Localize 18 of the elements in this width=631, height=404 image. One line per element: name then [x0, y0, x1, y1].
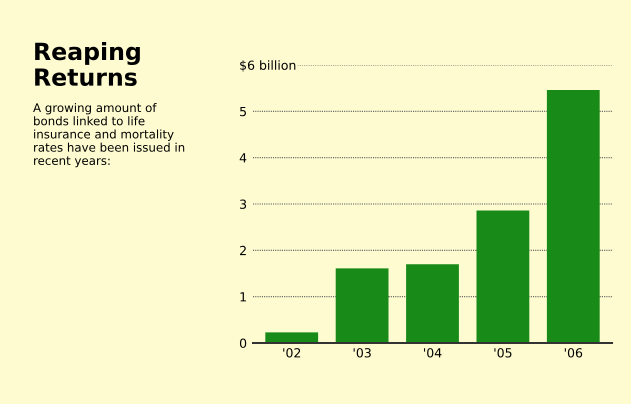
y-tick-label: $6 billion	[240, 60, 296, 72]
x-tick-label: '02	[283, 348, 300, 358]
y-tick-label: 0	[240, 338, 246, 348]
y-tick-label: 1	[240, 292, 246, 302]
y-tick-label: 4	[240, 153, 246, 162]
y-tick-label: 2	[240, 246, 246, 256]
x-tick-label: '05	[494, 348, 512, 358]
y-tick-label: 3	[240, 199, 246, 209]
bar	[406, 264, 459, 343]
x-tick-label: '03	[354, 348, 371, 358]
bar	[476, 210, 530, 343]
bar	[546, 90, 600, 343]
x-tick-label: '04	[424, 348, 442, 358]
y-tick-label: 5	[240, 106, 246, 116]
x-tick-label: '06	[564, 348, 582, 358]
text: A growing amount of bonds linked to life insurance and mortality rates have been issued in recent years:	[33, 103, 184, 168]
chart-title: Reaping Returns	[35, 42, 140, 86]
bar	[336, 268, 389, 343]
